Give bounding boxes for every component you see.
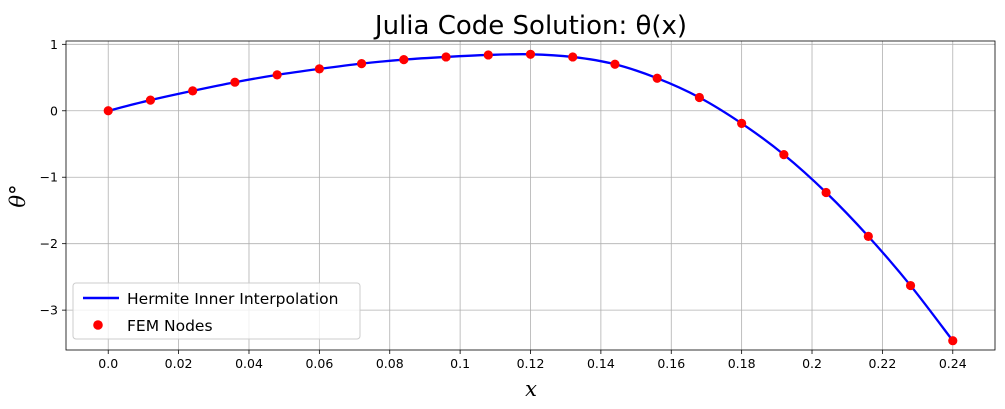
x-tick-label: 0.0 bbox=[98, 356, 118, 371]
fem-node-point bbox=[441, 52, 451, 62]
fem-node-point bbox=[356, 58, 367, 69]
fem-node-point bbox=[525, 49, 536, 59]
x-tick-label: 0.16 bbox=[657, 356, 685, 371]
x-tick-label: 0.18 bbox=[728, 356, 756, 371]
fem-node-point bbox=[230, 77, 240, 87]
fem-node-point bbox=[610, 59, 620, 69]
x-tick-label: 0.02 bbox=[165, 356, 193, 371]
fem-node-point bbox=[103, 106, 113, 116]
fem-node-point bbox=[694, 92, 705, 103]
legend-marker-swatch bbox=[93, 320, 103, 330]
legend-label-hermite: Hermite Inner Interpolation bbox=[127, 290, 339, 308]
fem-node-point bbox=[145, 95, 156, 105]
fem-node-point bbox=[779, 150, 789, 160]
y-tick-label: −2 bbox=[40, 236, 58, 251]
x-tick-label: 0.04 bbox=[235, 356, 263, 371]
fem-node-point bbox=[737, 118, 747, 128]
y-tick-label: −1 bbox=[40, 170, 58, 185]
x-tick-label: 0.24 bbox=[939, 356, 967, 371]
point-layer bbox=[103, 49, 958, 346]
x-tick-label: 0.08 bbox=[376, 356, 404, 371]
x-tick-label: 0.06 bbox=[305, 356, 333, 371]
y-tick-label: 0 bbox=[50, 103, 58, 118]
fem-node-point bbox=[948, 336, 958, 346]
fem-node-point bbox=[483, 50, 493, 60]
fem-node-point bbox=[399, 55, 409, 65]
fem-node-point bbox=[188, 86, 198, 96]
y-axis-label: θ° bbox=[6, 184, 30, 207]
ticks-layer: 0.0 0.02 0.04 0.06 0.08 0.1 0.12 0.14 0.16 0.18 0.… bbox=[40, 37, 967, 371]
fem-node-point bbox=[272, 70, 282, 80]
fem-node-point bbox=[863, 231, 873, 241]
x-axis-label: x bbox=[525, 377, 537, 401]
fem-node-point bbox=[821, 187, 831, 198]
fem-node-point bbox=[314, 64, 324, 74]
legend-box bbox=[72, 282, 361, 340]
fem-node-point bbox=[568, 52, 578, 62]
y-tick-label: 1 bbox=[50, 37, 58, 52]
chart-title: Julia Code Solution: θ(x) bbox=[373, 11, 687, 41]
legend: Hermite Inner Interpolation FEM Nodes bbox=[72, 282, 361, 340]
fem-node-point bbox=[905, 280, 916, 291]
x-tick-label: 0.1 bbox=[450, 356, 470, 371]
x-tick-label: 0.22 bbox=[868, 356, 896, 371]
legend-label-fem-nodes: FEM Nodes bbox=[127, 317, 213, 335]
x-tick-label: 0.2 bbox=[802, 356, 822, 371]
y-tick-label: −3 bbox=[40, 303, 58, 318]
fem-node-point bbox=[652, 73, 662, 83]
x-tick-label: 0.12 bbox=[517, 356, 545, 371]
x-tick-label: 0.14 bbox=[587, 356, 615, 371]
grid-layer bbox=[66, 41, 995, 350]
